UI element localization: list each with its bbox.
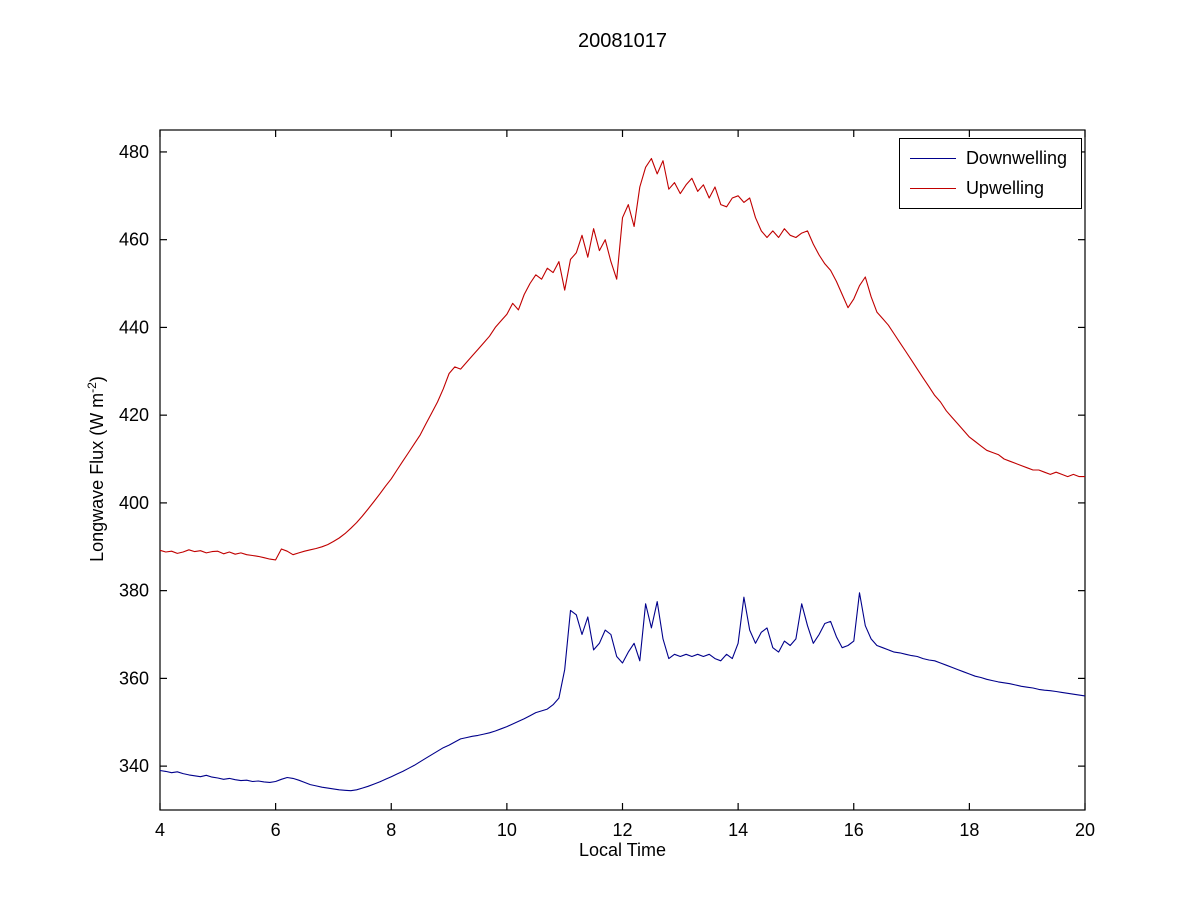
y-axis-label-text: Longwave Flux (W m (87, 392, 107, 562)
axes-box (159, 129, 1086, 811)
x-tick-label: 14 (728, 820, 748, 840)
x-tick-label: 20 (1075, 820, 1095, 840)
series-upwelling-line (159, 157, 1085, 561)
x-tick-label: 16 (844, 820, 864, 840)
x-tick-label: 6 (271, 820, 281, 840)
legend: Downwelling Upwelling (898, 138, 1082, 209)
y-tick-label: 460 (119, 230, 149, 250)
y-tick-label: 360 (119, 668, 149, 688)
y-tick-label: 380 (119, 581, 149, 601)
y-axis-label-suffix: ) (87, 376, 107, 383)
y-tick-label: 480 (119, 142, 149, 162)
x-tick-label: 10 (497, 820, 517, 840)
x-tick-label: 8 (386, 820, 396, 840)
legend-line-sample-upwelling (909, 188, 956, 189)
legend-line-sample-downwelling (909, 158, 956, 159)
legend-entry-upwelling: Upwelling (909, 178, 1067, 199)
y-axis-label: Longwave Flux (W m-2) (85, 309, 107, 629)
y-tick-label: 400 (119, 493, 149, 513)
series-downwelling-line (159, 592, 1086, 792)
y-tick-label: 420 (119, 405, 149, 425)
y-tick-label: 340 (119, 756, 149, 776)
y-axis-label-superscript: -2 (85, 382, 99, 393)
x-tick-label: 4 (155, 820, 165, 840)
x-tick-label: 18 (959, 820, 979, 840)
legend-label-upwelling: Upwelling (965, 178, 1044, 198)
y-tick-label: 440 (119, 317, 149, 337)
x-tick-label: 12 (612, 820, 632, 840)
legend-entry-downwelling: Downwelling (909, 148, 1067, 169)
legend-label-downwelling: Downwelling (965, 148, 1067, 168)
x-axis-label: Local Time (578, 840, 667, 860)
chart-title: 20081017 (578, 30, 667, 52)
